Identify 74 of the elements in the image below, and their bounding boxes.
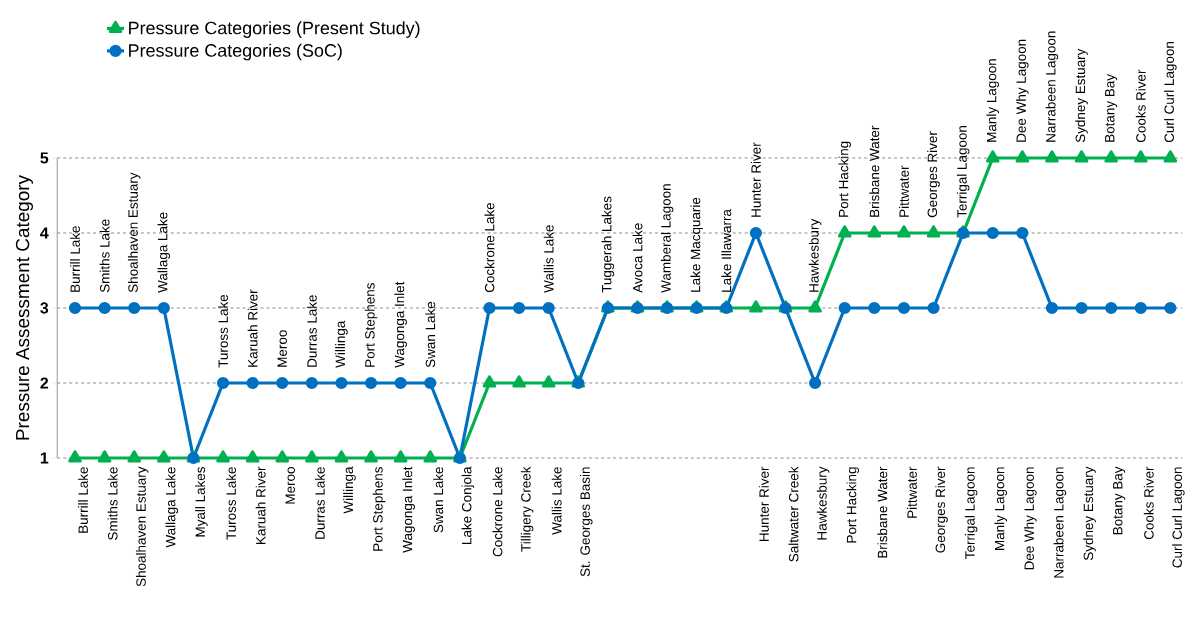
x-tick-label: Curl Curl Lagoon	[1172, 467, 1185, 568]
data-label: Wagonga Inlet	[394, 281, 407, 368]
x-tick-label: Burrill Lake	[78, 467, 88, 533]
data-label: Cooks River	[1135, 69, 1146, 143]
x-tick-label: Sydney Estuary	[1083, 466, 1096, 561]
x-tick-label: Wagonga Inlet	[402, 466, 415, 553]
x-tick-label: Wallis Lake	[551, 467, 562, 535]
data-label: Tuggerah Lakes	[601, 196, 615, 293]
data-label: Port Hacking	[838, 141, 851, 217]
data-label: Brisbane Water	[869, 125, 880, 217]
x-tick-label: Brisbane Water	[877, 466, 888, 558]
data-label: Burrill Lake	[70, 226, 80, 292]
x-tick-label: Tilligery Creek	[520, 466, 534, 552]
data-label: Smiths Lake	[99, 219, 110, 293]
data-label: Lake Illawarra	[721, 209, 732, 292]
x-tick-label: Hunter River	[758, 466, 769, 541]
x-tick-label: Swan Lake	[433, 467, 444, 533]
x-tick-label: Tuross Lake	[226, 467, 236, 540]
x-tick-label: Meroo	[285, 467, 295, 504]
x-tick-label: Hawkesbury	[816, 466, 830, 540]
data-label: Wallaga Lake	[157, 212, 171, 293]
x-tick-label: Smiths Lake	[107, 467, 118, 540]
y-tick-label: 4	[40, 227, 49, 239]
data-label: Narrabeen Lagoon	[1045, 31, 1059, 142]
data-label: Karuah River	[247, 289, 258, 367]
x-tick-label: Saltwater Creek	[788, 466, 799, 562]
data-label: Wamberal Lagoon	[660, 184, 674, 293]
x-tick-label: Durras Lake	[314, 467, 325, 539]
x-tick-label: Port Stephens	[372, 467, 386, 551]
data-label: Dee Why Lagoon	[1016, 39, 1029, 142]
data-label: Wallis Lake	[543, 225, 554, 293]
data-label: Swan Lake	[425, 301, 436, 368]
legend-label: Pressure Categories (SoC)	[129, 43, 342, 61]
x-tick-label: Wallaga Lake	[165, 467, 179, 548]
data-label: Terrigal Lagoon	[956, 125, 970, 218]
data-label: Sydney Estuary	[1075, 48, 1088, 143]
data-label: Curl Curl Lagoon	[1164, 42, 1177, 143]
y-axis-title: Pressure Assessment Category	[15, 175, 34, 440]
y-tick-label: 1	[40, 452, 49, 464]
data-label: Hawkesbury	[808, 218, 822, 292]
data-label: Hunter River	[750, 142, 761, 217]
data-label: Shoalhaven Estuary	[127, 172, 141, 293]
data-label: Pittwater	[898, 165, 909, 217]
data-label: Botany Bay	[1105, 74, 1118, 142]
x-tick-label: Shoalhaven Estuary	[135, 466, 149, 587]
data-label: Avoca Lake	[632, 223, 643, 293]
data-label: Port Stephens	[364, 283, 378, 367]
x-tick-label: Willinga	[343, 466, 356, 514]
x-tick-label: Cockrone Lake	[492, 467, 503, 557]
data-label: Cockrone Lake	[484, 202, 495, 293]
x-tick-label: Dee Why Lagoon	[1024, 467, 1037, 570]
x-tick-label: Port Hacking	[846, 467, 859, 543]
data-label: Lake Macquarie	[690, 197, 703, 292]
x-tick-label: Lake Conjola	[461, 466, 475, 544]
x-tick-label: Botany Bay	[1113, 466, 1126, 535]
x-tick-label: Karuah River	[255, 466, 266, 544]
y-tick-label: 2	[40, 377, 49, 389]
y-tick-label: 5	[40, 152, 49, 164]
x-tick-label: Georges River	[935, 466, 948, 553]
data-label: Manly Lagoon	[986, 59, 1000, 142]
x-tick-label: Narrabeen Lagoon	[1053, 467, 1067, 578]
x-tick-label: St. Georges Basin	[580, 467, 593, 577]
data-label: Tuross Lake	[218, 294, 228, 368]
x-tick-label: Pittwater	[906, 466, 917, 518]
data-label: Durras Lake	[306, 295, 317, 367]
data-label: Meroo	[277, 330, 287, 367]
x-tick-label: Cooks River	[1143, 466, 1154, 540]
x-tick-label: Myall Lakes	[195, 467, 208, 537]
data-label: Willinga	[335, 320, 348, 368]
legend-label: Pressure Categories (Present Study)	[129, 21, 420, 38]
data-label: Georges River	[927, 131, 940, 218]
x-tick-label: Manly Lagoon	[994, 467, 1008, 550]
x-tick-label: Terrigal Lagoon	[964, 467, 978, 559]
y-tick-label: 3	[40, 302, 49, 314]
